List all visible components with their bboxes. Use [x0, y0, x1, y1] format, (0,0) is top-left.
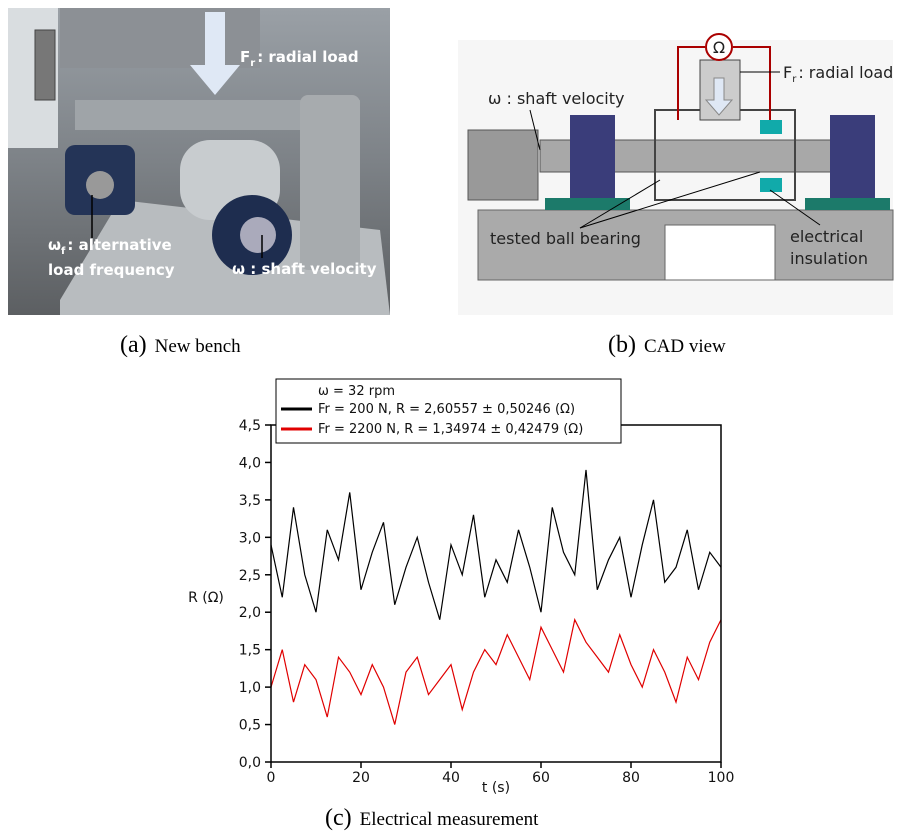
annotation: electrical — [790, 227, 863, 246]
plot-frame — [270, 424, 722, 763]
y-tick-label: 0,0 — [239, 755, 261, 771]
legend-entry: Fr = 2200 N, R = 1,34974 ± 0,42479 (Ω) — [318, 422, 583, 437]
data-line — [270, 469, 722, 620]
caption: New bench — [155, 336, 241, 357]
annotation: load frequency — [48, 261, 175, 279]
panel-caption: (a) New bench — [120, 332, 241, 358]
y-tick-label: 3,0 — [239, 530, 261, 546]
y-tick-label: 0,5 — [239, 718, 261, 734]
panel-caption: (c) Electrical measurement — [325, 805, 539, 831]
annotation: F — [783, 63, 792, 82]
annotation: insulation — [790, 249, 868, 268]
annotation: Ω — [713, 38, 725, 57]
x-tick-label: 80 — [622, 770, 640, 786]
annotation: r — [250, 58, 255, 69]
y-tick-label: 1,0 — [239, 680, 261, 696]
y-tick-label: 1,5 — [239, 643, 261, 659]
y-tick-label: 4,5 — [239, 418, 261, 434]
legend: ω = 32 rpm Fr = 200 N, R = 2,60557 ± 0,50… — [275, 378, 622, 444]
annotation: ω : shaft velocity — [488, 89, 624, 108]
annotation: ω : shaft velocity — [232, 260, 377, 278]
y-tick-label: 2,0 — [239, 605, 261, 621]
caption: Electrical measurement — [360, 809, 540, 830]
caption: CAD view — [644, 336, 726, 357]
photo-a: Fr: radial load ωf: alternative load fre… — [8, 8, 390, 315]
annotation: tested ball bearing — [490, 229, 641, 248]
x-tick-label: 40 — [442, 770, 460, 786]
panel-label: (a) — [120, 332, 147, 358]
data-line — [270, 617, 722, 725]
legend-box — [275, 378, 622, 444]
x-tick-label: 100 — [708, 770, 735, 786]
svg-text:Fr: radial load: Fr: radial load — [240, 48, 359, 69]
annotation: ω — [48, 236, 61, 254]
panel-label: (c) — [325, 805, 352, 831]
x-tick-label: 0 — [267, 770, 276, 786]
annotation: r — [792, 74, 797, 85]
y-tick-label: 3,5 — [239, 493, 261, 509]
annotation: : radial load — [257, 48, 358, 66]
x-tick-label: 20 — [352, 770, 370, 786]
svg-text:ωf: alternative: ωf: alternative — [48, 236, 172, 257]
legend-entry: Fr = 200 N, R = 2,60557 ± 0,50246 (Ω) — [318, 402, 575, 417]
panel-label: (b) — [608, 332, 636, 358]
y-tick-label: 2,5 — [239, 568, 261, 584]
svg-text:Fr: radial load: Fr: radial load — [783, 63, 893, 85]
x-axis-label: t (s) — [482, 780, 510, 796]
panel-caption: (b) CAD view — [608, 332, 726, 358]
x-tick-label: 60 — [532, 770, 550, 786]
y-tick-label: 4,0 — [239, 455, 261, 471]
y-axis-label: R (Ω) — [188, 590, 224, 606]
annotation: : radial load — [798, 63, 893, 82]
annotation: F — [240, 48, 250, 66]
annotation: : alternative — [67, 236, 171, 254]
chart: 0,0 0,5 1,0 1,5 2,0 2,5 3,0 3,5 4,0 4,5 0 20 40 60 80 1… — [188, 378, 735, 796]
cad-b: Ω Fr: radial load ω : shaft velocity tes… — [458, 33, 894, 315]
annotation: f — [61, 246, 66, 257]
legend-title: ω = 32 rpm — [318, 384, 395, 399]
